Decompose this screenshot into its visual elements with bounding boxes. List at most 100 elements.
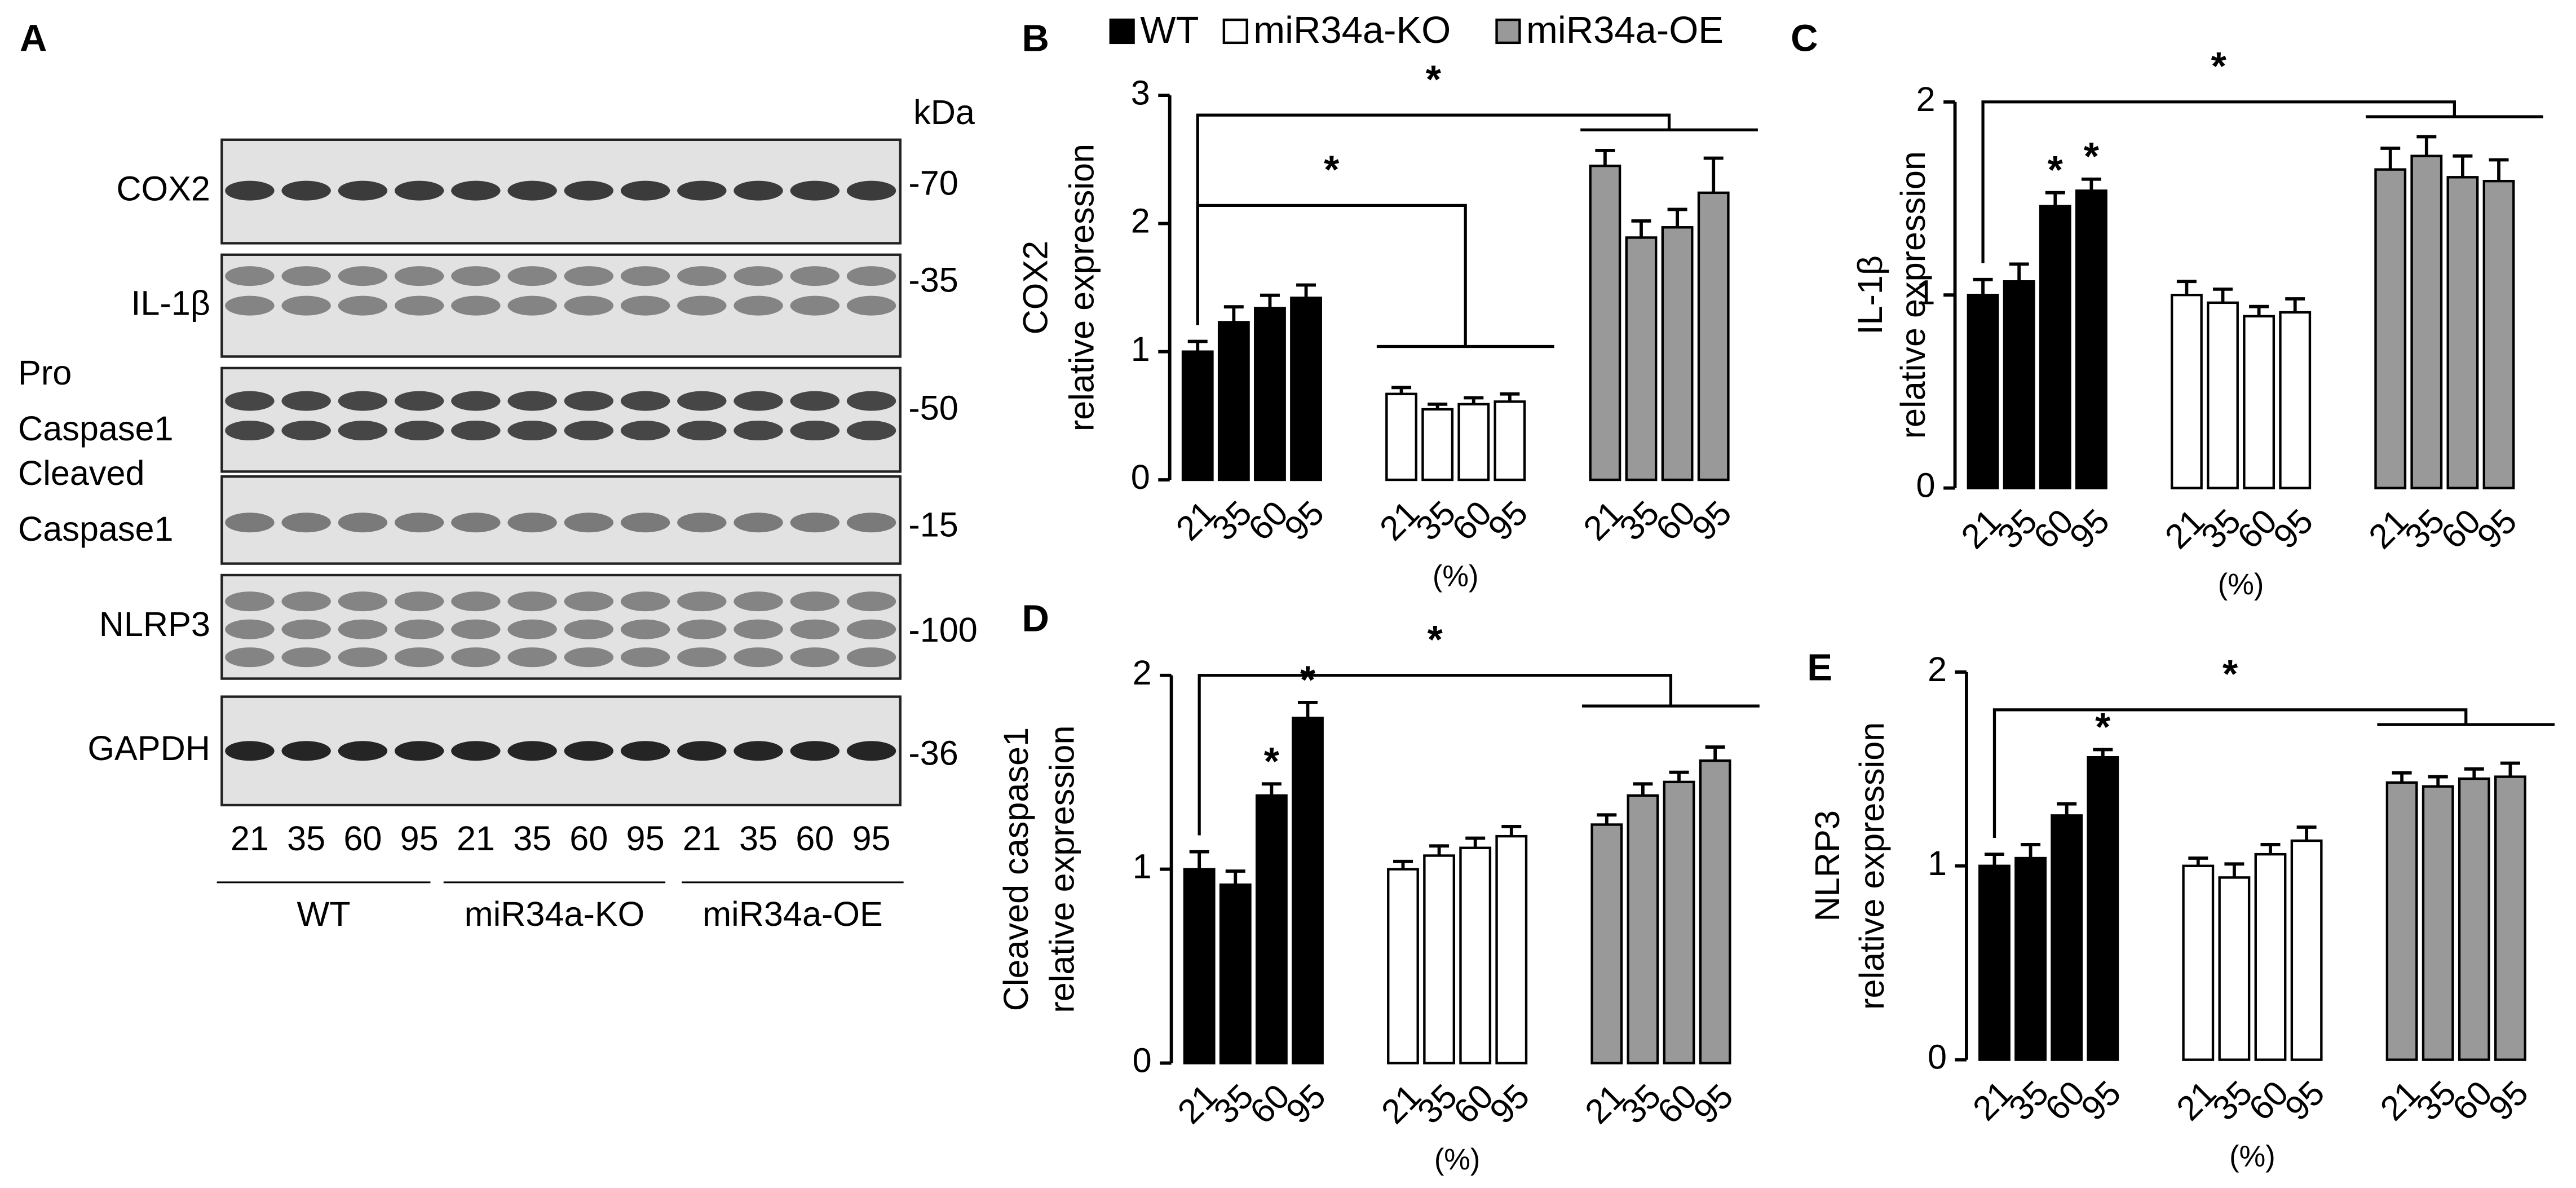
bar [2279,311,2312,489]
band [846,295,896,316]
band [564,295,614,316]
band [451,591,501,612]
lane-label: 35 [287,819,325,858]
panel-letter: B [1022,17,1049,60]
band [281,266,331,286]
band [734,266,783,286]
band [507,741,557,761]
band [507,619,557,639]
bracket [1992,708,2468,838]
lane-label: 95 [852,819,891,858]
bar [1661,226,1694,482]
bar [2446,176,2479,489]
band [564,741,614,761]
blot-strip [220,138,902,245]
y-axis-label: COX2 [1017,241,1055,335]
bar [1219,883,1252,1065]
bar [1181,350,1214,482]
band [790,619,840,639]
bracket [1196,204,1467,347]
band [225,295,275,316]
band [451,741,501,761]
bracket [1981,100,2456,263]
band [451,513,501,533]
band [790,647,840,668]
y-tick-label: 0 [1131,458,1150,496]
bar [2482,179,2515,489]
band [677,266,727,286]
band [225,180,275,201]
blot-strip [220,695,902,807]
band [620,647,670,668]
band [790,421,840,441]
band [620,619,670,639]
protein-label: COX2 [116,170,210,208]
y-tick-label: 1 [1928,844,1947,882]
band [846,421,896,441]
panel-letter: C [1791,17,1818,60]
band [620,513,670,533]
band [451,180,501,201]
bar [2410,154,2443,489]
band [677,295,727,316]
band [734,421,783,441]
band [394,513,444,533]
band [790,591,840,612]
legend-label: miR34a-KO [1253,9,1451,51]
band [225,266,275,286]
bar [2207,301,2239,489]
y-axis-label: relative expression [1894,151,1932,439]
bar [2494,775,2526,1061]
significance-star: * [1426,57,1442,101]
band [507,266,557,286]
significance-star: * [1264,739,1280,783]
band [281,741,331,761]
y-tick-label: 2 [1133,653,1152,692]
bar [1697,191,1730,482]
band [394,391,444,411]
band [620,741,670,761]
band [338,647,388,668]
x-axis-label: (%) [2218,568,2264,601]
band [451,421,501,441]
band [225,391,275,411]
kda-marker: -15 [908,506,958,544]
lane-label: 95 [626,819,665,858]
y-tick-label: 3 [1131,73,1150,112]
band [677,421,727,441]
significance-star: * [1300,657,1316,701]
significance-star: * [2222,652,2238,696]
panel-letter: A [20,17,47,60]
protein-label: Cleaved [18,454,144,492]
bar [2422,785,2454,1061]
bar [2254,853,2287,1061]
legend-swatch [1222,18,1248,45]
band [564,619,614,639]
band [734,591,783,612]
lane-label: 60 [796,819,834,858]
bar [1663,780,1695,1065]
bar [1459,846,1492,1065]
band [451,647,501,668]
lane-label: 21 [457,819,495,858]
y-tick-label: 0 [1928,1038,1947,1076]
band [734,619,783,639]
band [225,619,275,639]
bar [1292,717,1324,1065]
band [790,741,840,761]
band [338,619,388,639]
band [620,266,670,286]
band [846,513,896,533]
bar [2374,168,2407,489]
band [394,180,444,201]
band [507,180,557,201]
band [281,421,331,441]
y-tick-label: 1 [1133,847,1152,886]
bar [1494,400,1526,482]
band [394,647,444,668]
y-tick-label: 1 [1131,330,1150,368]
band [281,391,331,411]
bar [2051,814,2083,1061]
blot-strip [220,366,902,473]
bar [2458,777,2490,1061]
